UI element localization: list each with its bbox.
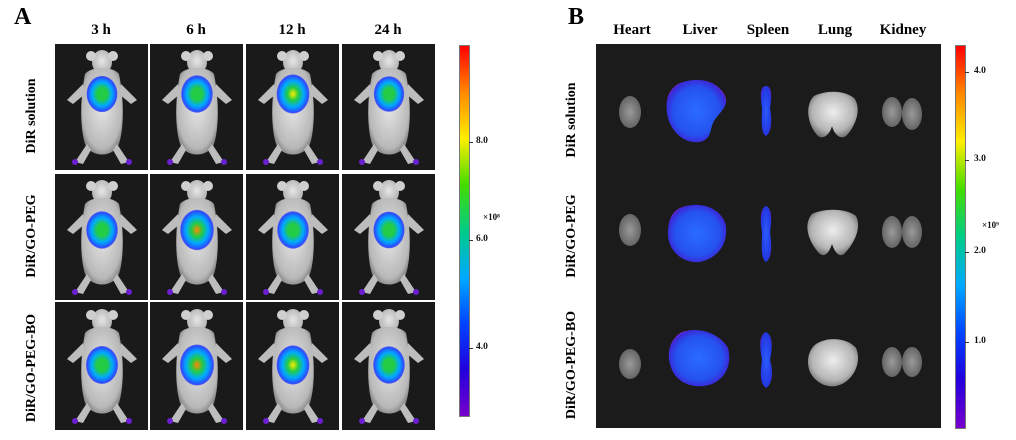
panel-b-tick-1: 1.0 (974, 336, 986, 346)
panel-b-colorbar-unit: ×10⁹ (982, 220, 999, 230)
panel-a-row-dir-go-peg-bo: DiR/GO-PEG-BO (24, 313, 39, 423)
panel-b-tick-mark (965, 252, 969, 253)
panel-b-colorbar (955, 45, 966, 429)
panel-b-row-dir-go-peg-bo: DiR/GO-PEG-BO (564, 310, 579, 420)
panel-a-colorbar (459, 45, 470, 417)
mouse-svg (258, 309, 328, 424)
mouse-image-r2-c2 (150, 174, 243, 300)
panel-b-tick-mark (965, 72, 969, 73)
panel-b-col-lung: Lung (817, 22, 853, 38)
panel-a-colorbar-unit: ×10⁸ (483, 212, 500, 222)
mouse-svg (258, 50, 328, 165)
liver-organ (666, 79, 727, 143)
panel-b-col-liver: Liver (682, 22, 718, 38)
panel-b-col-heart: Heart (613, 22, 651, 38)
mouse-image-r1-c3 (246, 44, 339, 170)
panel-a-tick-4: 4.0 (476, 342, 488, 352)
kidney-right-organ (902, 216, 922, 248)
mouse-image-r1-c1 (55, 44, 148, 170)
panel-b-tick-mark (965, 342, 969, 343)
panel-b-tick-3: 3.0 (974, 154, 986, 164)
mouse-image-r1-c2 (150, 44, 243, 170)
mouse-svg (162, 180, 232, 295)
heart-organ (619, 349, 641, 379)
mouse-image-r1-c4 (342, 44, 435, 170)
panel-b-row-dir-go-peg: DiR/GO-PEG (564, 194, 579, 278)
mouse-svg (67, 309, 137, 424)
mouse-image-r3-c1 (55, 302, 148, 430)
panel-b-tick-4: 4.0 (974, 66, 986, 76)
heart-organ (619, 214, 641, 246)
panel-b-letter: B (568, 4, 585, 30)
kidney-right-organ (902, 347, 922, 377)
mouse-image-r3-c3 (246, 302, 339, 430)
spleen-organ (760, 206, 772, 262)
mouse-image-r3-c4 (342, 302, 435, 430)
mouse-svg (67, 50, 137, 165)
panel-b-row-dir-solution: DiR solution (564, 82, 579, 158)
panel-a-letter: A (14, 4, 32, 30)
panel-a-tick-6: 6.0 (476, 234, 488, 244)
kidney-left-organ (882, 97, 902, 127)
panel-b-organ-image (596, 44, 941, 428)
organ-row-3 (619, 329, 922, 388)
heart-organ (619, 96, 641, 128)
mouse-svg (162, 309, 232, 424)
mouse-image-r2-c1 (55, 174, 148, 300)
organ-row-1 (619, 79, 922, 143)
panel-b-organs-svg (619, 79, 922, 388)
organ-row-2 (619, 204, 922, 263)
liver-organ (668, 329, 730, 387)
panel-a-tick-mark (469, 142, 473, 143)
panel-a-col-3h: 3 h (91, 22, 111, 38)
mouse-svg (354, 180, 424, 295)
mouse-svg (354, 309, 424, 424)
panel-a-tick-mark (469, 240, 473, 241)
panel-a-col-6h: 6 h (186, 22, 206, 38)
mouse-svg (258, 180, 328, 295)
panel-a-row-dir-go-peg: DiR/GO-PEG (24, 194, 39, 278)
mouse-image-r2-c3 (246, 174, 339, 300)
mouse-svg (354, 50, 424, 165)
kidney-right-organ (902, 98, 922, 130)
panel-a-tick-mark (469, 348, 473, 349)
lung-organ (808, 91, 858, 138)
mouse-svg (162, 50, 232, 165)
mouse-image-r2-c4 (342, 174, 435, 300)
panel-a-tick-8: 8.0 (476, 136, 488, 146)
mouse-image-r3-c2 (150, 302, 243, 430)
spleen-organ (760, 86, 772, 136)
panel-a-col-24h: 24 h (374, 22, 402, 38)
lung-organ (808, 339, 859, 387)
liver-organ (668, 204, 727, 263)
lung-organ (807, 209, 859, 256)
panel-b-col-kidney: Kidney (879, 22, 927, 38)
panel-b-col-spleen: Spleen (746, 22, 790, 38)
spleen-organ (760, 332, 773, 388)
panel-a-col-12h: 12 h (278, 22, 306, 38)
panel-a-row-dir-solution: DiR solution (24, 78, 39, 154)
kidney-left-organ (882, 216, 902, 248)
kidney-left-organ (882, 347, 902, 377)
panel-b-tick-mark (965, 160, 969, 161)
mouse-svg (67, 180, 137, 295)
panel-b-tick-2: 2.0 (974, 246, 986, 256)
